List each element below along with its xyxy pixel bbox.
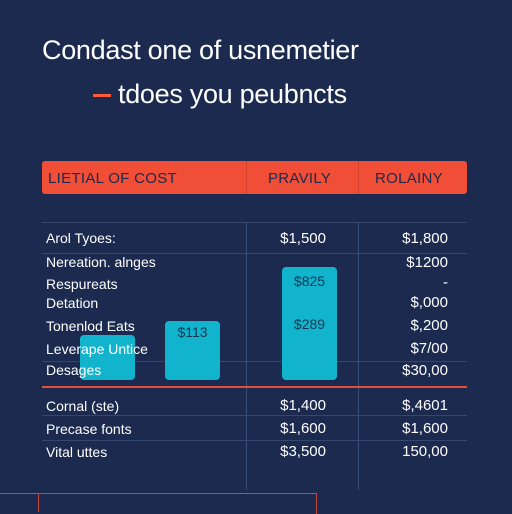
total-row-label: Precase fonts [46, 421, 132, 437]
grid-vertical-line [246, 222, 247, 490]
total-cell-value: $1,600 [402, 420, 448, 437]
bar-label: $113 [177, 324, 208, 340]
bar-1 [80, 335, 135, 380]
chart-title-line-1: Condast one of usnemetier [42, 35, 359, 65]
total-cell-value: $1,600 [280, 420, 326, 437]
bottom-frame-decoration [0, 493, 317, 514]
bar-label: $825 [293, 273, 326, 289]
bar-3: $825 $289 [282, 267, 337, 380]
title-dash-accent [93, 94, 111, 97]
chart-title-line-2-text: tdoes you peubncts [118, 79, 347, 109]
grid-horizontal-line [42, 415, 467, 416]
row-label: Detation [46, 295, 99, 311]
row-label: Desages [46, 362, 102, 378]
cell-value: - [443, 274, 448, 291]
header-column-cost: LIETIAL OF COST [48, 170, 177, 187]
total-cell-value: $1,400 [280, 397, 326, 414]
bar-2: $113 [165, 321, 220, 380]
cell-value: $,200 [410, 317, 448, 334]
grid-horizontal-line [42, 440, 467, 441]
grid-horizontal-line [42, 253, 467, 254]
bottom-frame-tick [38, 493, 39, 512]
header-separator [246, 161, 247, 194]
total-row-label: Cornal (ste) [46, 398, 120, 414]
row-label: Tonenlod Eats [46, 318, 135, 334]
cell-value: $7/00 [410, 340, 448, 357]
total-cell-value: $3,500 [280, 443, 326, 460]
row-label: Respureats [46, 276, 118, 292]
grid-vertical-line [358, 222, 359, 490]
grid-horizontal-line [42, 361, 467, 362]
bar-label-secondary: $289 [293, 316, 326, 332]
cell-value: $1,800 [402, 230, 448, 247]
header-column-rolainy: ROLAINY [375, 170, 443, 187]
header-column-pravily: PRAVILY [268, 170, 332, 187]
cell-value: $30,00 [402, 362, 448, 379]
row-label: Arol Tyoes: [46, 230, 116, 246]
row-label: Nereation. alnges [46, 254, 156, 270]
row-label: Leverape Untice [46, 341, 148, 357]
cell-value: $,000 [410, 294, 448, 311]
table-header: LIETIAL OF COST PRAVILY ROLAINY [42, 161, 467, 194]
total-cell-value: $,4601 [402, 397, 448, 414]
grid-horizontal-line [42, 222, 467, 223]
total-separator-line [42, 386, 467, 388]
cell-value: $1200 [406, 254, 448, 271]
total-row-label: Vital uttes [46, 444, 108, 460]
cell-value: $1,500 [280, 230, 326, 247]
header-separator [358, 161, 359, 194]
total-cell-value: 150,00 [402, 443, 448, 460]
